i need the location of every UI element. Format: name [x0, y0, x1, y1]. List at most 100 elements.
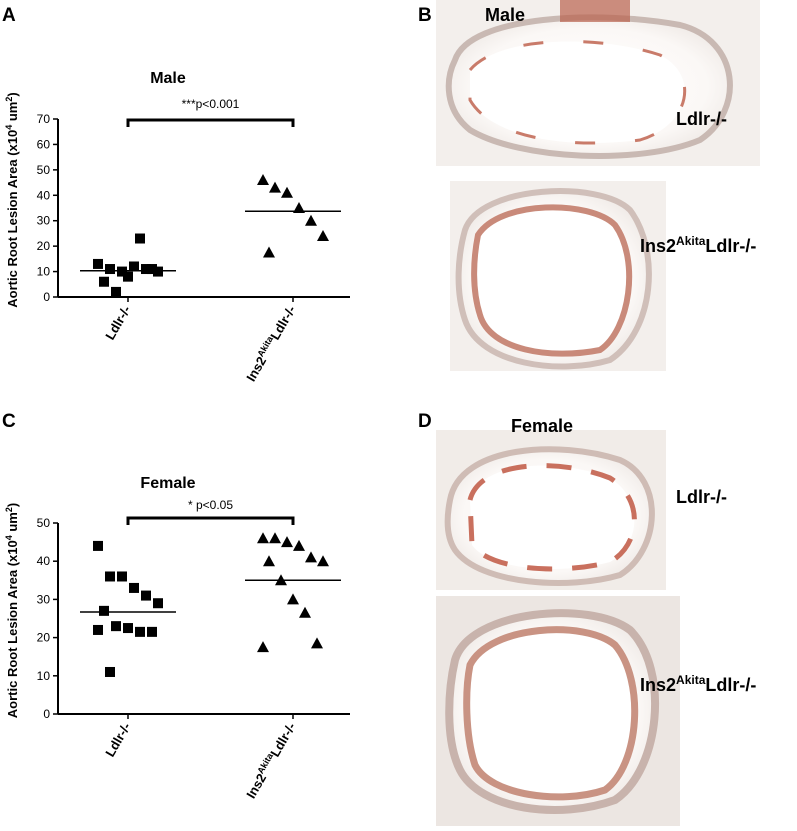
superscript: 2	[4, 97, 14, 102]
data-point	[93, 258, 103, 269]
panel-title: Female	[511, 416, 573, 436]
lesion	[463, 626, 639, 801]
text-part: Ins2	[243, 771, 269, 801]
y-tick-label: 30	[37, 214, 51, 228]
data-point	[281, 186, 293, 198]
y-tick-label: 50	[37, 163, 51, 177]
panel-title: Male	[485, 5, 525, 25]
y-tick-label: 60	[37, 137, 51, 151]
x-tick-label: Ldlr-/-	[102, 720, 133, 759]
data-point	[269, 532, 281, 544]
data-point	[287, 593, 299, 605]
data-point	[269, 181, 281, 193]
y-tick-label: 30	[37, 592, 51, 606]
y-tick-label: 70	[37, 112, 51, 126]
lesion	[468, 40, 687, 145]
significance-bracket	[126, 118, 295, 127]
significance-label: ***p<0.001	[182, 97, 240, 111]
data-point	[153, 266, 163, 277]
x-tick-label: Ins2AkitaLdlr-/-	[242, 303, 298, 384]
data-point	[317, 229, 329, 241]
data-point	[147, 626, 157, 637]
y-tick-label: 40	[37, 188, 51, 202]
text-part: Aortic Root Lesion Area (x10	[5, 540, 20, 718]
data-point	[305, 551, 317, 563]
data-point	[153, 598, 163, 609]
chart-title: Female	[140, 475, 195, 492]
data-point	[293, 202, 305, 213]
data-point	[117, 266, 127, 277]
text-part: Ldlr-/-	[705, 675, 756, 695]
data-point	[299, 606, 311, 618]
text-part: Ldlr-/-	[676, 109, 727, 129]
data-point	[263, 555, 275, 567]
y-tick-label: 10	[37, 265, 51, 279]
lesion	[467, 463, 637, 572]
superscript: 4	[4, 125, 14, 130]
text-part: )	[5, 92, 20, 96]
text-part: Aortic Root Lesion Area (x10	[5, 130, 20, 308]
text-part: Ldlr-/-	[102, 720, 133, 759]
data-point	[105, 666, 115, 677]
y-tick-label: 0	[43, 290, 50, 304]
data-point	[305, 214, 317, 226]
chart-title: Male	[150, 70, 186, 87]
data-point	[123, 271, 133, 282]
text-part: Ins2	[640, 236, 676, 256]
panel-letter: B	[418, 5, 432, 26]
data-point	[317, 555, 329, 567]
data-point	[281, 536, 293, 548]
image-label: Ins2AkitaLdlr-/-	[640, 673, 756, 695]
data-point	[141, 590, 151, 601]
text-part: um	[5, 102, 20, 125]
x-tick-label: Ins2AkitaLdlr-/-	[242, 720, 298, 801]
data-point	[257, 174, 269, 186]
data-point	[129, 261, 139, 272]
data-point	[105, 264, 115, 275]
data-point	[93, 624, 103, 635]
tissue-fragment	[560, 0, 630, 22]
y-tick-label: 10	[37, 669, 51, 683]
data-point	[111, 286, 121, 297]
image-label: Ins2AkitaLdlr-/-	[640, 234, 756, 256]
data-point	[135, 233, 145, 244]
histology-images	[436, 0, 760, 826]
text-part: Ldlr-/-	[267, 720, 298, 759]
y-axis-label: Aortic Root Lesion Area (x104 um2)	[4, 503, 20, 718]
panel-letter: A	[2, 5, 16, 26]
data-point	[99, 276, 109, 287]
text-part: Ldlr-/-	[705, 236, 756, 256]
text-part: um	[5, 512, 20, 535]
data-point	[257, 532, 269, 544]
text-part: Ins2	[640, 675, 676, 695]
panel-letter: C	[2, 411, 16, 432]
y-tick-label: 0	[43, 707, 50, 721]
y-tick-label: 20	[37, 631, 51, 645]
y-axis-label: Aortic Root Lesion Area (x104 um2)	[4, 92, 20, 307]
y-tick-label: 50	[37, 516, 51, 530]
data-point	[263, 246, 275, 258]
text-part: Ldlr-/-	[676, 487, 727, 507]
data-point	[147, 264, 157, 275]
data-point	[93, 540, 103, 551]
significance-bracket	[126, 516, 295, 525]
text-part: Ldlr-/-	[267, 303, 298, 342]
x-tick-label: Ldlr-/-	[102, 303, 133, 342]
data-point	[129, 582, 139, 593]
lesion	[471, 204, 633, 357]
data-point	[111, 621, 121, 632]
significance-label: * p<0.05	[188, 498, 233, 512]
text-part: Ldlr-/-	[102, 303, 133, 342]
text-part: Ins2	[243, 354, 269, 384]
y-tick-label: 40	[37, 554, 51, 568]
data-point	[135, 626, 145, 637]
data-point	[311, 637, 323, 649]
data-point	[257, 641, 269, 653]
superscript: Akita	[676, 673, 706, 687]
image-label: Ldlr-/-	[676, 487, 727, 507]
data-point	[141, 264, 151, 275]
image-label: Ldlr-/-	[676, 109, 727, 129]
text-part: )	[5, 503, 20, 507]
data-point	[123, 623, 133, 634]
